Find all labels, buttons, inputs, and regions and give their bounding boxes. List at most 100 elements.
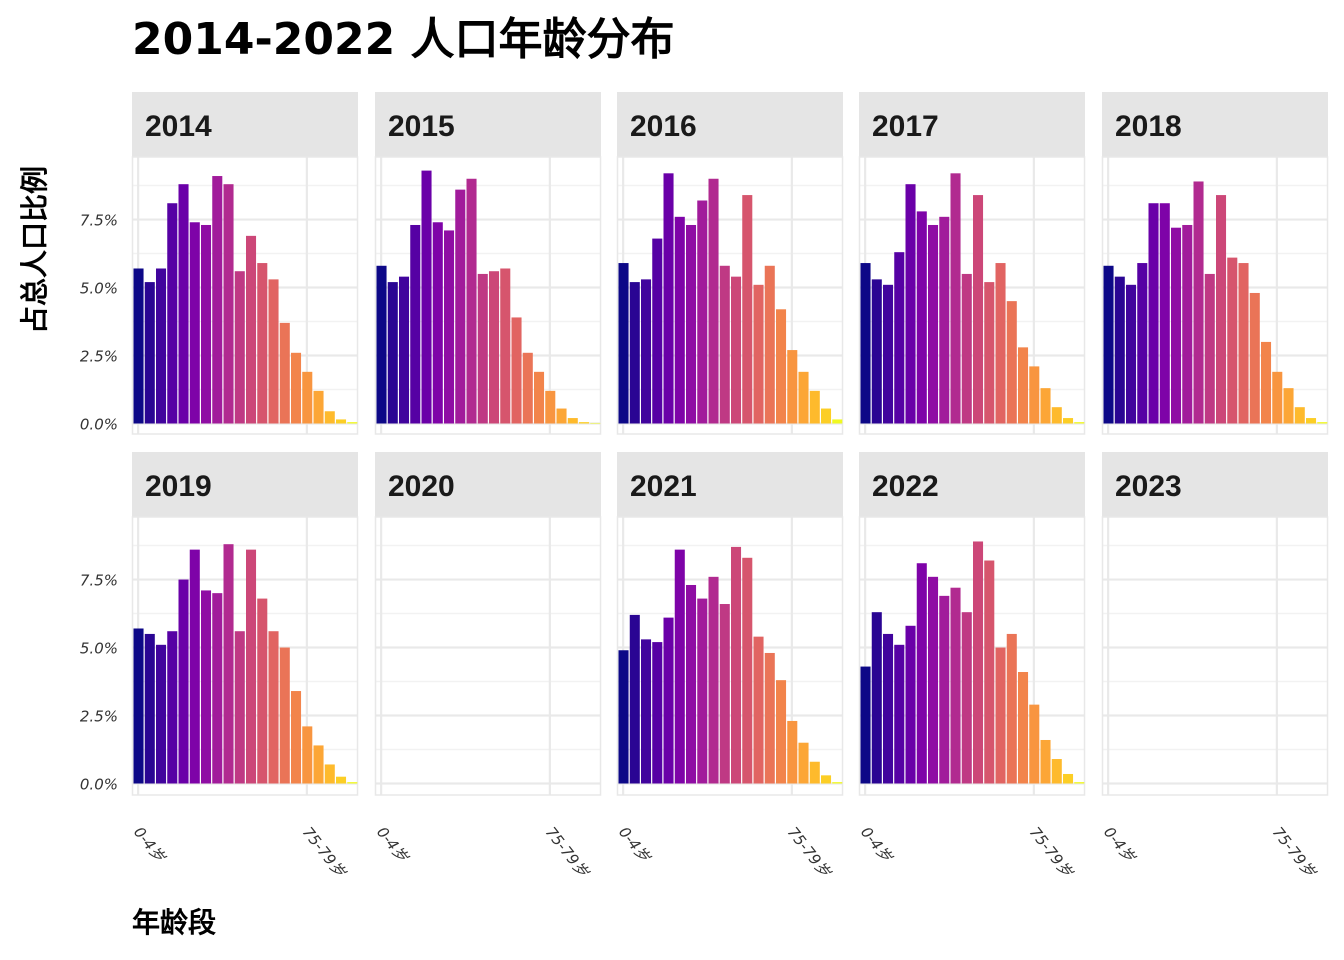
bar-2021-50-54岁: [731, 546, 742, 784]
bar-2021-40-44岁: [708, 576, 719, 784]
panel-2014: 2014: [131, 92, 359, 435]
facet-label: 2018: [1115, 110, 1182, 143]
bar-2018-40-44岁: [1193, 181, 1204, 424]
bar-2016-85-89岁: [809, 390, 820, 424]
y-tick-label: 5.0%: [80, 640, 118, 658]
bar-2018-15-19岁: [1137, 263, 1148, 424]
y-axis-title: 占总人口比例: [18, 166, 51, 334]
bar-2017-40-44岁: [950, 173, 961, 424]
panel-border: [131, 156, 359, 435]
bar-2014-95岁以上: [347, 422, 358, 424]
y-tick-label: 2.5%: [80, 348, 118, 366]
bar-2021-55-59岁: [742, 557, 753, 784]
panel-2023: 2023: [1101, 452, 1329, 796]
bar-2022-55-59岁: [984, 560, 995, 784]
bar-2014-0-4岁: [133, 268, 144, 424]
bar-2017-60-64岁: [995, 263, 1006, 424]
facet-label: 2023: [1115, 470, 1182, 503]
bar-2022-60-64岁: [995, 647, 1006, 784]
bar-2021-60-64岁: [753, 636, 764, 784]
bar-2019-75-79岁: [302, 726, 313, 784]
bar-2015-95岁以上: [590, 422, 601, 424]
panel-2021: 2021: [616, 452, 844, 796]
bar-2014-80-84岁: [313, 390, 324, 424]
bar-2022-30-34岁: [928, 576, 939, 784]
panel-border: [131, 516, 359, 796]
panel-2017: 2017: [858, 92, 1086, 435]
bar-2014-55-59岁: [257, 263, 268, 424]
facet-strip: [375, 452, 601, 517]
bar-2016-45-49岁: [719, 265, 730, 424]
bar-2021-45-49岁: [719, 604, 730, 784]
bar-2015-75-79岁: [545, 390, 556, 424]
bar-2021-5-9岁: [629, 614, 640, 784]
bar-2016-50-54岁: [731, 276, 742, 424]
bar-2016-55-59岁: [742, 195, 753, 424]
panel-border: [1101, 156, 1329, 435]
bar-2021-80-84岁: [798, 742, 809, 784]
panel-2016: 2016: [616, 92, 844, 435]
chart-title: 2014-2022 人口年龄分布: [132, 14, 675, 65]
facet-label: 2014: [145, 110, 212, 143]
y-tick-labels: 0.0% 2.5% 5.0% 7.5% 0.0% 2.5% 5.0% 7.5%: [80, 212, 118, 794]
bar-2016-25-29岁: [674, 216, 685, 424]
bar-2015-80-84岁: [556, 408, 567, 424]
bar-2018-75-79岁: [1272, 371, 1283, 424]
bar-2017-5-9岁: [871, 279, 882, 424]
bar-2021-25-29岁: [674, 549, 685, 784]
bar-2017-35-39岁: [939, 216, 950, 424]
bar-2014-40-44岁: [223, 184, 234, 424]
panels: 2014 2015 2016 2017 2018 2019 2020 2021 2022 2023: [131, 92, 1329, 796]
bar-2015-60-64岁: [511, 317, 522, 424]
bar-2021-90-94岁: [821, 775, 832, 784]
bar-2017-75-79岁: [1029, 366, 1040, 424]
bar-2019-70-74岁: [291, 691, 302, 784]
bar-2018-35-39岁: [1182, 224, 1193, 424]
bar-2018-90-94岁: [1306, 418, 1317, 424]
bar-2019-5-9岁: [144, 633, 155, 784]
bar-2014-75-79岁: [302, 371, 313, 424]
bar-2021-65-69岁: [764, 652, 775, 784]
bar-2018-45-49岁: [1204, 273, 1215, 424]
bar-2016-70-74岁: [776, 309, 787, 424]
panel-border: [616, 156, 844, 435]
bar-2015-85-89岁: [567, 418, 578, 424]
x-tick-label: 0-4岁: [1100, 823, 1140, 867]
bar-2015-15-19岁: [410, 224, 421, 424]
bar-2021-95岁以上: [832, 782, 843, 784]
bar-2014-60-64岁: [268, 279, 279, 424]
bar-2017-45-49岁: [961, 273, 972, 424]
y-tick-label: 0.0%: [80, 416, 118, 434]
facet-strip: [617, 452, 843, 517]
bar-2022-95岁以上: [1074, 782, 1085, 784]
bar-2015-5-9岁: [387, 282, 398, 424]
bar-2021-15-19岁: [652, 642, 663, 784]
facet-strip: [617, 92, 843, 157]
facet-strip: [859, 452, 1085, 517]
bar-2016-90-94岁: [821, 408, 832, 424]
bar-2016-30-34岁: [686, 224, 697, 424]
bar-2014-25-29岁: [189, 222, 200, 424]
bar-2015-10-14岁: [399, 276, 410, 424]
bar-2022-40-44岁: [950, 587, 961, 784]
x-tick-label: 0-4岁: [373, 823, 413, 867]
bar-2019-65-69岁: [279, 647, 290, 784]
panel-2015: 2015: [374, 92, 602, 435]
bar-2017-0-4岁: [860, 263, 871, 424]
bar-2022-50-54岁: [973, 541, 984, 784]
bar-2015-25-29岁: [432, 222, 443, 424]
bar-2014-45-49岁: [234, 271, 245, 424]
bar-2022-20-24岁: [905, 625, 916, 784]
bar-2018-55-59岁: [1227, 257, 1238, 424]
bar-2019-55-59岁: [257, 598, 268, 784]
bar-2014-70-74岁: [291, 352, 302, 424]
bar-2018-95岁以上: [1317, 422, 1328, 424]
bar-2014-10-14岁: [156, 268, 167, 424]
bar-2019-90-94岁: [336, 776, 347, 784]
y-tick-label: 7.5%: [80, 212, 118, 230]
facet-label: 2019: [145, 470, 212, 503]
bar-2015-50-54岁: [489, 271, 500, 424]
bar-2018-70-74岁: [1261, 341, 1272, 424]
bar-2017-90-94岁: [1063, 418, 1074, 424]
panel-border: [858, 516, 1086, 796]
